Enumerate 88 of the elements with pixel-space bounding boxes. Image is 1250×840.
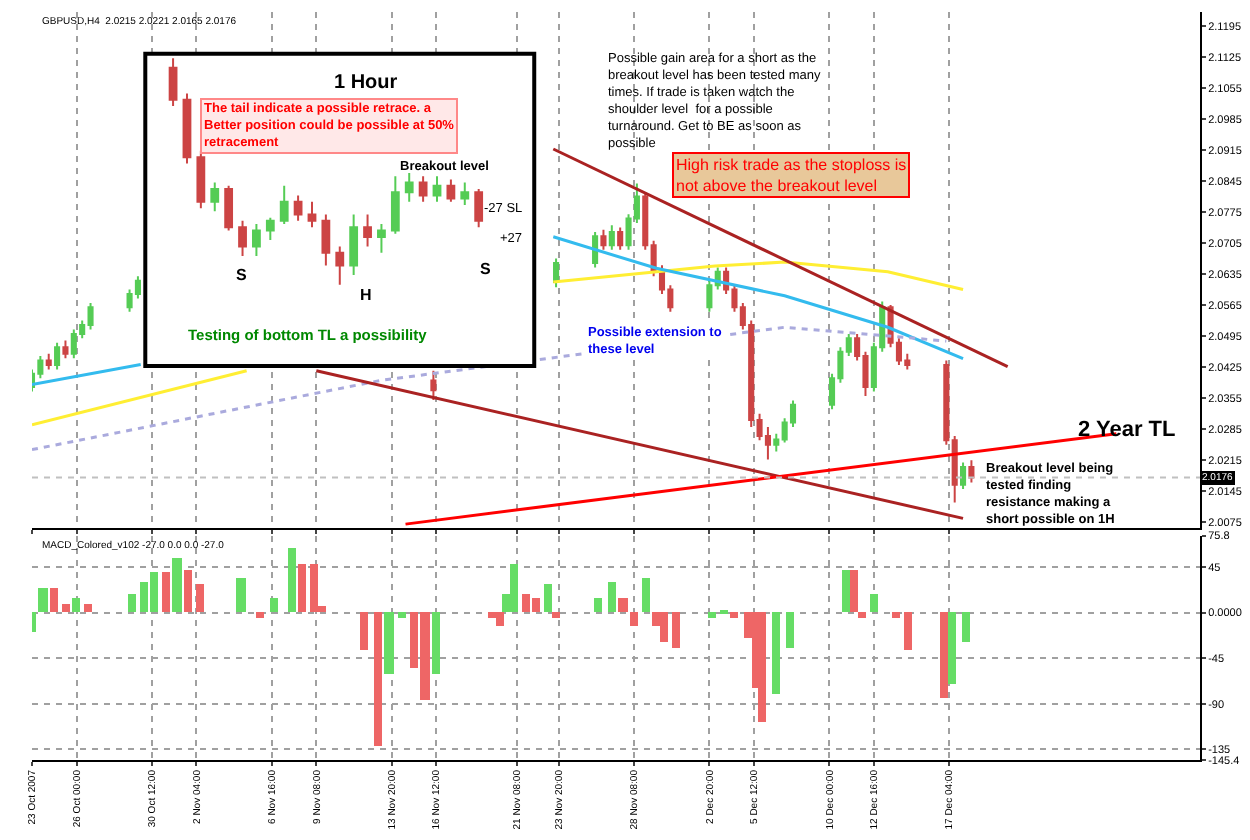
bar: [904, 611, 912, 650]
candlestick: [600, 228, 607, 251]
bar: [618, 597, 628, 612]
candlestick: [418, 175, 428, 203]
candlestick: [335, 245, 345, 286]
bar: [196, 583, 204, 612]
annotation: 2 Year TL: [1078, 418, 1176, 442]
candlestick: [349, 213, 359, 277]
candlestick: [54, 341, 61, 371]
bar: [432, 611, 440, 674]
bar: [162, 571, 170, 612]
bar: [672, 611, 680, 648]
candlestick: [390, 175, 400, 235]
bar: [184, 569, 192, 612]
bar: [630, 611, 638, 626]
candlestick: [196, 149, 206, 210]
candlestick: [430, 369, 437, 401]
candlestick: [446, 178, 456, 203]
bar: [962, 611, 970, 642]
candlestick: [307, 200, 317, 229]
candlestick: [87, 301, 94, 331]
bar: [488, 611, 496, 618]
bar: [310, 563, 318, 612]
bar: [858, 611, 866, 618]
candlestick: [363, 213, 372, 248]
candlestick: [252, 222, 261, 257]
candlestick: [224, 184, 234, 232]
candlestick: [592, 230, 599, 269]
bar: [256, 611, 264, 618]
candlestick: [168, 57, 178, 108]
bar: [940, 611, 948, 698]
candlestick: [279, 184, 289, 225]
bar: [50, 587, 58, 612]
candlestick: [432, 175, 442, 203]
bar: [128, 593, 136, 612]
bar: [544, 583, 552, 612]
bar: [948, 611, 956, 684]
bar: [772, 611, 780, 694]
candlestick: [70, 328, 77, 360]
bar: [510, 563, 518, 612]
candlestick: [968, 459, 975, 484]
candlestick: [617, 226, 624, 251]
bar: [62, 603, 70, 612]
bar: [38, 587, 48, 612]
text: 1 Hour: [334, 72, 398, 94]
bar: [384, 611, 394, 674]
candlestick: [460, 181, 470, 206]
candlestick: [45, 352, 52, 371]
annotation: High risk trade as the stoploss is not above the breakout level: [676, 156, 907, 195]
candlestick: [238, 219, 247, 257]
bar: [850, 569, 858, 612]
bar: [84, 603, 92, 612]
bar: [594, 597, 602, 612]
candlestick: [321, 213, 331, 267]
bar: [708, 611, 716, 618]
bar: [298, 563, 306, 612]
bar: [892, 611, 900, 618]
candlestick: [608, 224, 615, 251]
bar: [608, 581, 616, 612]
bar: [660, 611, 668, 642]
candlestick: [182, 92, 192, 165]
bar: [374, 611, 382, 746]
bar: [398, 611, 406, 618]
bar: [730, 611, 738, 618]
candlestick: [404, 172, 414, 203]
annotation: S: [236, 266, 248, 284]
bar: [758, 611, 766, 722]
annotation: S: [480, 260, 492, 278]
bar: [72, 597, 80, 612]
candlestick: [62, 339, 69, 360]
bar: [236, 577, 246, 612]
candlestick: [210, 181, 220, 213]
bar: [552, 611, 560, 618]
candlestick: [377, 222, 386, 254]
bar: [270, 597, 278, 612]
bar: [642, 577, 650, 612]
candlestick: [960, 461, 967, 491]
bar: [842, 569, 850, 612]
bar: [360, 611, 368, 650]
bar: [172, 557, 182, 612]
bar: [786, 611, 794, 648]
bar: [496, 611, 504, 626]
bar: [288, 547, 296, 612]
annotation: H: [360, 286, 372, 304]
candlestick: [293, 194, 303, 222]
bar: [870, 593, 878, 612]
candlestick: [474, 187, 484, 229]
candlestick: [265, 216, 275, 242]
